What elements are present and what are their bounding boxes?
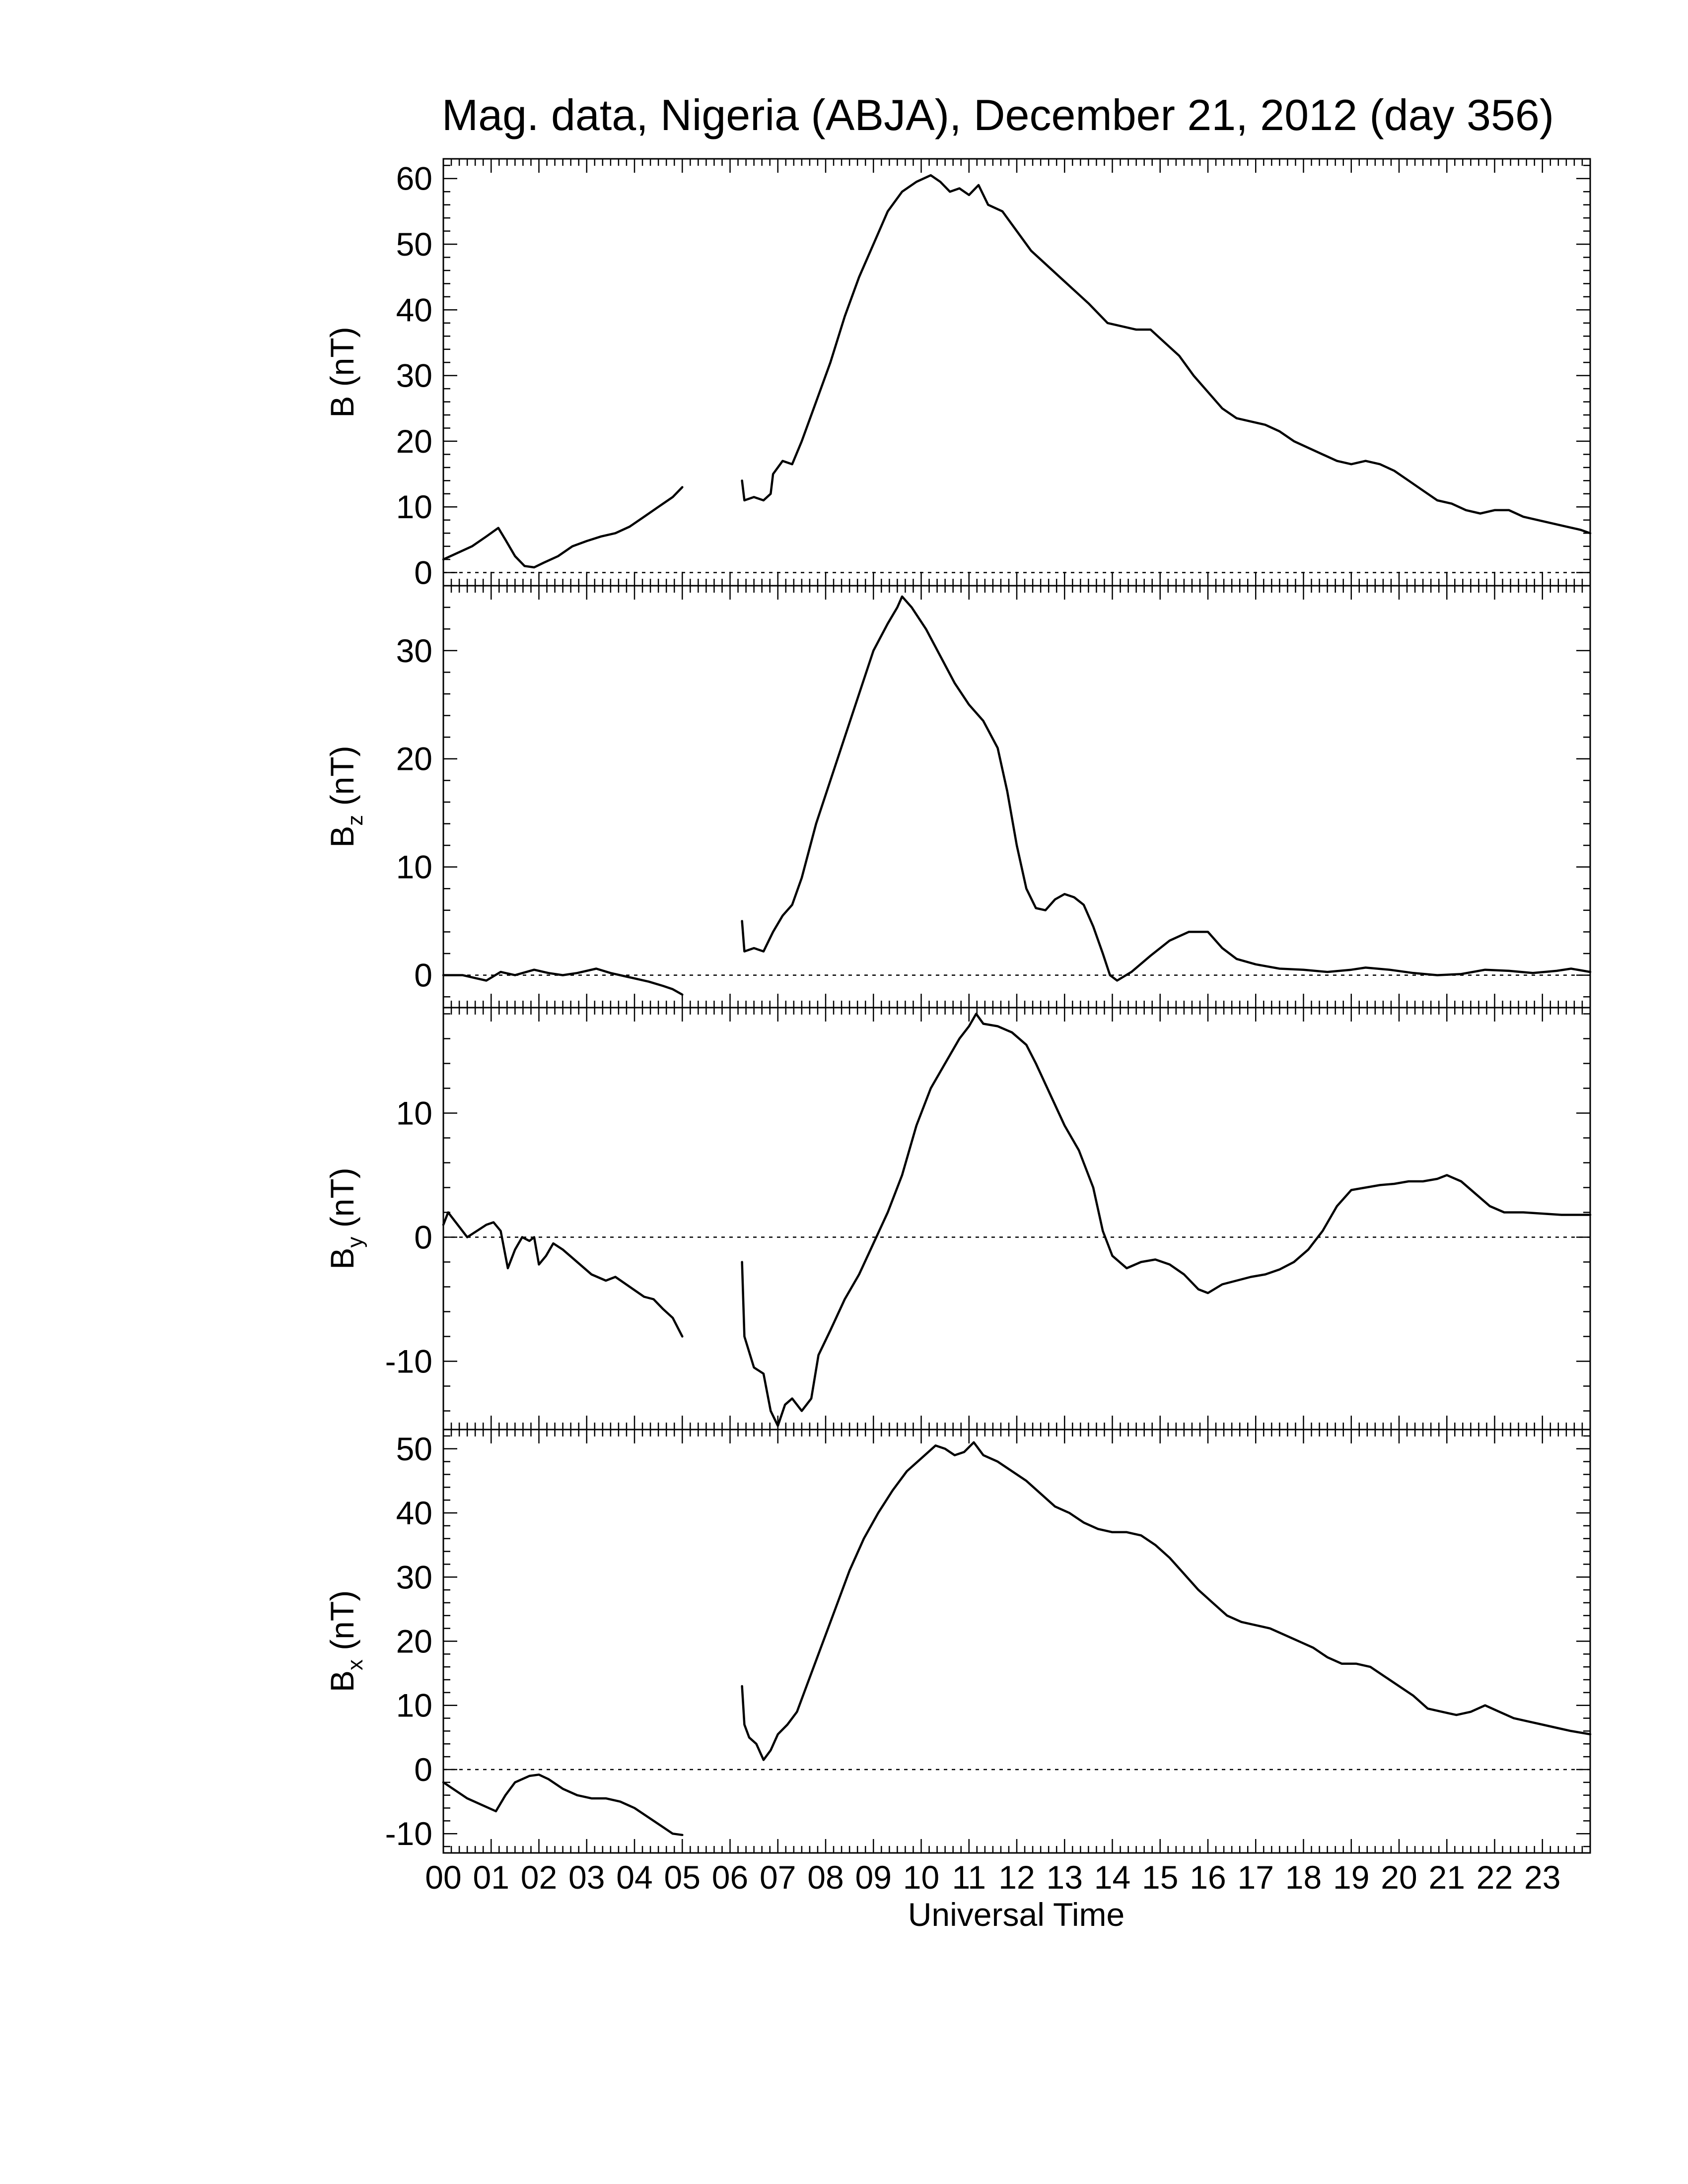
x-tick-label: 19 [1333,1859,1369,1896]
y-axis-label-main: B [324,826,360,848]
y-tick-label: 30 [396,632,432,669]
y-tick-label: 10 [396,488,432,525]
x-tick-label: 05 [664,1859,701,1896]
series-line [741,595,1592,982]
x-tick-label: 12 [998,1859,1035,1896]
y-tick-label: 50 [396,1431,432,1467]
y-axis-label-main: B [324,1670,360,1692]
x-tick-label: 06 [712,1859,748,1896]
y-tick-label: 0 [414,1219,432,1256]
y-axis-label-subscript: y [343,1237,367,1248]
y-axis-label: By (nT) [324,1167,367,1269]
x-tick-label: 18 [1285,1859,1322,1896]
panel-1: 0 10 20 30 40 50 60 B (nT) [324,158,1592,591]
y-axis-label-main: B [324,396,360,418]
series-line [442,1211,684,1338]
y-axis-label-subscript: z [343,815,367,826]
x-tick-label: 08 [807,1859,844,1896]
x-tick-label: 10 [903,1859,939,1896]
y-tick-label: 10 [396,1095,432,1132]
y-tick-label: 0 [414,957,432,994]
y-axis-label-unit: (nT) [324,1590,360,1659]
y-tick-label: -10 [385,1343,432,1380]
x-tick-label: 11 [952,1859,986,1896]
x-tick-label: 13 [1047,1859,1083,1896]
x-tick-label: 15 [1142,1859,1178,1896]
x-tick-label: 17 [1238,1859,1274,1896]
y-tick-label: 40 [396,1495,432,1531]
plot-frame [442,1429,1591,1854]
y-tick-label: 0 [414,1751,432,1788]
x-tick-label: 04 [616,1859,652,1896]
series-line [741,1013,1592,1427]
x-tick-label: 23 [1524,1859,1560,1896]
x-tick-labels: 00 01 02 03 04 05 06 07 08 09 10 11 12 13 14 15 16 17 18 19… [425,1859,1560,1896]
panels-group: 0 10 20 30 40 50 60 B (nT) 0 10 20 30 Bz (nT) -10 0 10 B… [324,158,1592,1854]
y-axis-label-main: B [324,1248,360,1270]
x-tick-label: 21 [1429,1859,1465,1896]
plot-frame [442,1007,1591,1431]
x-tick-label: 03 [568,1859,605,1896]
plot-frame [442,585,1591,1009]
x-tick-label: 00 [425,1859,461,1896]
series-line [741,174,1592,535]
y-tick-label: 50 [396,226,432,263]
y-axis-label-unit: (nT) [324,1167,360,1236]
panel-4: -10 0 10 20 30 40 50 Bx (nT) [324,1429,1592,1854]
y-tick-label: 30 [396,1559,432,1595]
x-tick-label: 14 [1094,1859,1130,1896]
x-tick-label: 16 [1190,1859,1226,1896]
series-line [442,1774,684,1837]
y-tick-label: 60 [396,160,432,197]
panel-3: -10 0 10 By (nT) [324,1007,1592,1431]
y-tick-label: 20 [396,423,432,460]
y-tick-label: 40 [396,291,432,328]
x-tick-label: 20 [1381,1859,1417,1896]
y-tick-label: 10 [396,1687,432,1724]
x-tick-label: 22 [1477,1859,1513,1896]
y-tick-label: 10 [396,849,432,886]
y-axis-label-unit: (nT) [324,746,360,815]
x-axis-label: Universal Time [908,1896,1125,1933]
series-line [741,1441,1592,1761]
x-tick-label: 09 [855,1859,892,1896]
series-line [442,967,684,996]
y-tick-label: 20 [396,1623,432,1660]
y-tick-label: 30 [396,357,432,394]
y-axis-label: Bz (nT) [324,746,367,847]
y-tick-label: 20 [396,741,432,777]
plot-frame [442,158,1591,587]
y-tick-label: -10 [385,1815,432,1852]
y-axis-label-subscript: x [343,1659,367,1670]
y-axis-label: B (nT) [324,327,360,417]
x-tick-label: 02 [521,1859,557,1896]
y-tick-label: 0 [414,554,432,591]
panel-2: 0 10 20 30 Bz (nT) [324,585,1592,1009]
series-line [442,486,684,569]
x-tick-label: 07 [760,1859,796,1896]
y-axis-label-unit: (nT) [324,327,360,396]
x-tick-label: 01 [473,1859,509,1896]
y-axis-label: Bx (nT) [324,1590,367,1692]
chart-title: Mag. data, Nigeria (ABJA), December 21, … [442,90,1554,139]
